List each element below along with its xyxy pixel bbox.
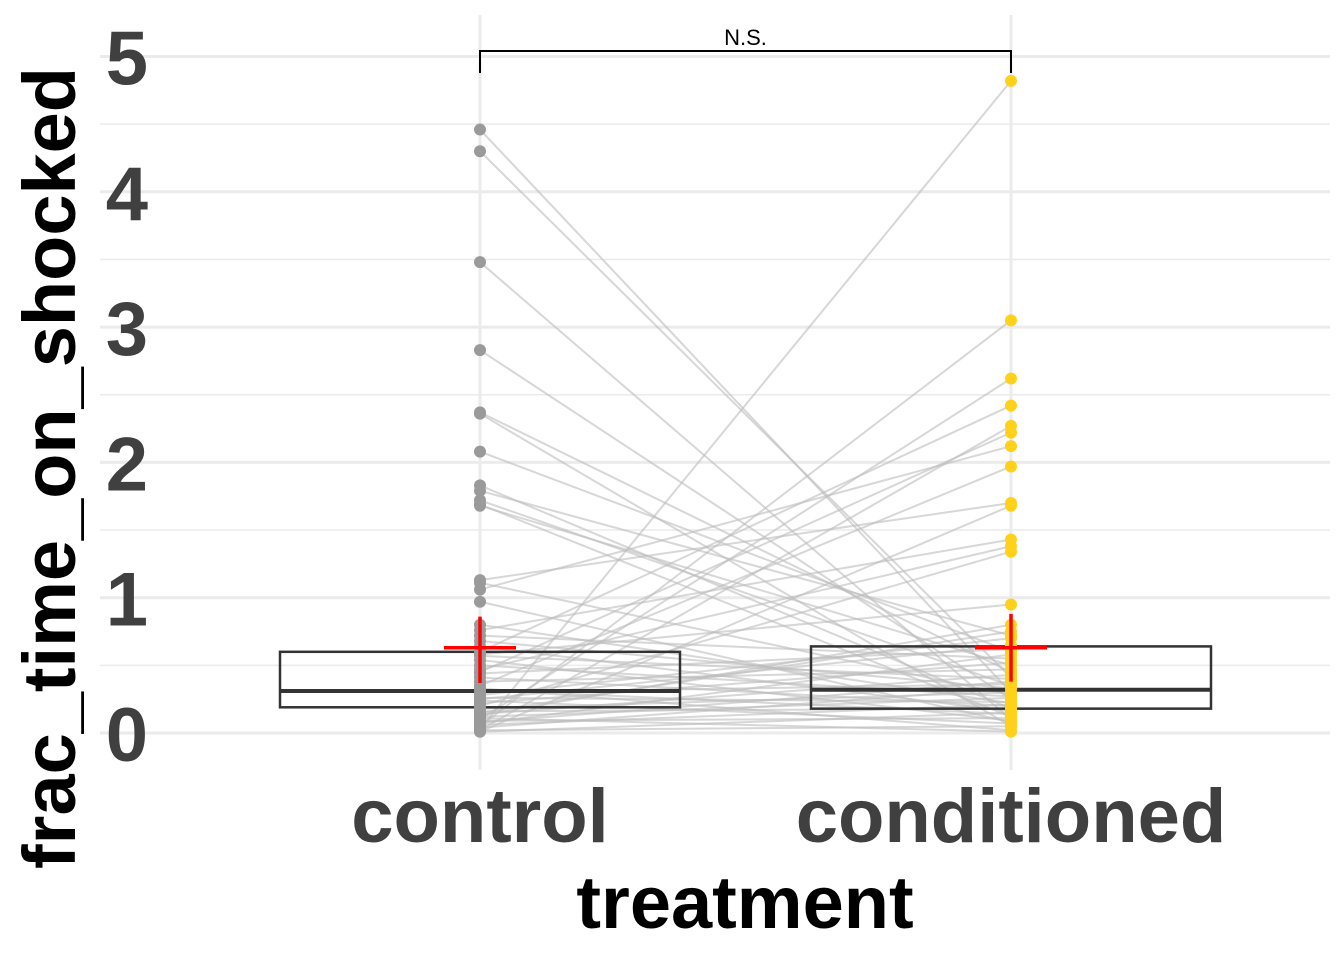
point-control bbox=[474, 595, 486, 608]
y-tick-label: 1 bbox=[106, 558, 148, 643]
point-conditioned bbox=[1005, 440, 1017, 453]
y-tick-label: 2 bbox=[106, 422, 148, 507]
paired-line bbox=[479, 425, 1012, 732]
paired-line bbox=[479, 538, 1012, 632]
point-conditioned bbox=[1005, 372, 1017, 385]
point-conditioned bbox=[1005, 499, 1017, 512]
pair-lines bbox=[479, 80, 1012, 733]
paired-line bbox=[479, 128, 1012, 694]
paired-line bbox=[479, 637, 1012, 697]
significance-bracket-line bbox=[479, 49, 1012, 73]
y-axis-title: frac_time_on_shocked bbox=[8, 67, 91, 869]
paired-line bbox=[479, 687, 1012, 732]
paired-line bbox=[479, 502, 1012, 582]
paired-line bbox=[479, 465, 1012, 687]
y-tick-label: 5 bbox=[106, 17, 148, 102]
paired-line bbox=[479, 504, 1012, 733]
point-control bbox=[474, 344, 486, 357]
paired-line bbox=[479, 349, 1012, 701]
paired-line bbox=[479, 261, 1012, 721]
paired-line bbox=[479, 603, 1012, 656]
point-control bbox=[474, 445, 486, 458]
point-conditioned bbox=[1005, 545, 1017, 558]
point-control bbox=[474, 145, 486, 158]
paired-line bbox=[479, 711, 1012, 733]
point-conditioned bbox=[1005, 682, 1017, 695]
paired-line bbox=[479, 80, 1012, 730]
y-tick-label: 0 bbox=[106, 693, 148, 778]
mean-markers bbox=[444, 613, 1047, 683]
y-tick-label: 4 bbox=[106, 152, 148, 237]
point-conditioned bbox=[1005, 399, 1017, 412]
paired-line bbox=[479, 661, 1012, 705]
paired-line bbox=[479, 653, 1012, 725]
point-conditioned bbox=[1005, 74, 1017, 87]
x-tick-label-conditioned: conditioned bbox=[796, 774, 1227, 859]
grid-major bbox=[100, 15, 1330, 770]
point-conditioned bbox=[1005, 598, 1017, 611]
paired-line bbox=[479, 489, 1012, 637]
point-control bbox=[474, 484, 486, 497]
point-control bbox=[474, 407, 486, 420]
paired-line bbox=[479, 319, 1012, 728]
paired-line bbox=[479, 699, 1012, 725]
grid-minor bbox=[100, 123, 1330, 667]
paired-line bbox=[479, 717, 1012, 733]
paired-line bbox=[479, 150, 1012, 679]
point-conditioned bbox=[1005, 426, 1017, 439]
paired-line bbox=[479, 445, 1012, 591]
paired-line bbox=[479, 630, 1012, 714]
x-tick-labels: control conditioned bbox=[351, 774, 1226, 859]
point-conditioned bbox=[1005, 706, 1017, 719]
significance-bracket: N.S. bbox=[479, 25, 1012, 73]
point-control bbox=[474, 682, 486, 695]
paired-line bbox=[479, 581, 1012, 697]
point-control bbox=[474, 499, 486, 512]
point-control bbox=[474, 256, 486, 269]
paired-line bbox=[479, 431, 1012, 674]
paired-line bbox=[479, 725, 1012, 732]
point-conditioned bbox=[1005, 314, 1017, 327]
y-tick-labels: 0 1 2 3 4 5 bbox=[106, 17, 148, 779]
point-control bbox=[474, 583, 486, 596]
point-control bbox=[474, 725, 486, 738]
point-control bbox=[474, 123, 486, 136]
x-axis-title: treatment bbox=[576, 861, 913, 944]
paired-line bbox=[479, 623, 1012, 717]
point-control bbox=[474, 693, 486, 706]
point-control bbox=[474, 712, 486, 725]
paired-line bbox=[479, 404, 1012, 653]
y-tick-label: 3 bbox=[106, 287, 148, 372]
paired-line bbox=[479, 377, 1012, 721]
significance-label: N.S. bbox=[724, 25, 767, 50]
point-conditioned bbox=[1005, 460, 1017, 473]
x-tick-label-control: control bbox=[351, 774, 609, 859]
point-conditioned bbox=[1005, 725, 1017, 738]
